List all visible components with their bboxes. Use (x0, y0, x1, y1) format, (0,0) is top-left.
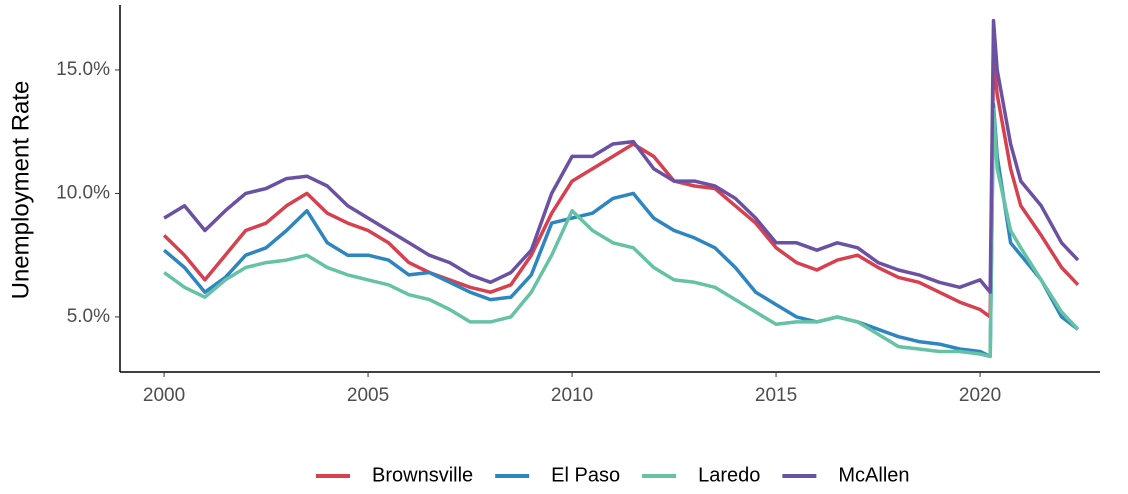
series-line (163, 107, 1080, 359)
y-tick-label: 15.0% (56, 59, 110, 80)
x-tick-label: 2015 (755, 385, 797, 406)
y-tick-label: 10.0% (56, 182, 110, 203)
legend-label: Laredo (698, 464, 760, 486)
series-line (162, 55, 1080, 319)
x-tick-label: 2010 (551, 385, 593, 406)
legend-label: El Paso (551, 464, 620, 486)
x-tick-label: 2000 (143, 385, 185, 406)
series-line (163, 18, 1080, 294)
y-axis-title: Unemployment Rate (7, 81, 34, 300)
series-line (162, 102, 1080, 359)
legend-label: McAllen (838, 464, 909, 486)
x-tick-label: 2005 (347, 385, 389, 406)
legend-label: Brownsville (372, 464, 473, 486)
y-tick-label: 5.0% (67, 306, 110, 327)
x-tick-label: 2020 (959, 385, 1001, 406)
